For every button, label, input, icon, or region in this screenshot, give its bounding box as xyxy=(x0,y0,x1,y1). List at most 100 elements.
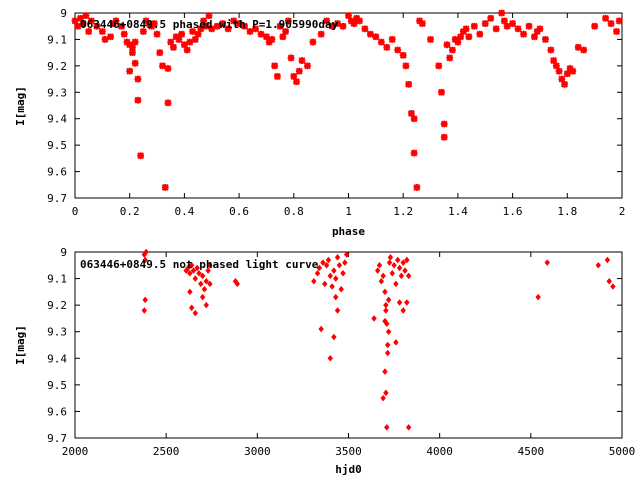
phased-point xyxy=(509,20,517,27)
unphased-point xyxy=(535,293,541,301)
phased-point xyxy=(309,38,317,46)
unphased-point xyxy=(316,264,323,272)
phased-point xyxy=(112,17,120,25)
unphased-point xyxy=(385,328,392,335)
phased-point xyxy=(257,30,265,38)
phased-point xyxy=(287,54,295,62)
y-tick-label: 9.7 xyxy=(47,192,67,205)
y-tick-label: 9.3 xyxy=(47,86,67,99)
unphased-point xyxy=(190,267,197,274)
unphased-point xyxy=(141,307,148,314)
phased-point xyxy=(161,184,169,191)
unphased-point xyxy=(404,256,410,264)
unphased-point xyxy=(386,259,393,266)
unphased-point xyxy=(187,288,193,296)
unphased-point xyxy=(604,256,611,264)
unphased-point xyxy=(382,368,388,375)
phased-point xyxy=(167,38,175,46)
unphased-point xyxy=(198,280,204,288)
phased-point xyxy=(159,62,166,70)
unphased-point xyxy=(207,262,213,269)
x-tick-label: 2 xyxy=(619,205,626,218)
unphased-point xyxy=(405,424,412,431)
phased-point xyxy=(298,57,306,64)
x-tick-label: 4500 xyxy=(518,445,545,458)
unphased-point xyxy=(311,277,317,285)
unphased-point xyxy=(185,264,191,272)
unphased-point xyxy=(329,283,335,290)
unphased-point xyxy=(333,293,339,301)
y-tick-label: 9.5 xyxy=(47,379,67,392)
unphased-point xyxy=(314,269,321,277)
unphased-point xyxy=(393,280,399,288)
phased-point xyxy=(284,17,292,25)
phased-point xyxy=(77,14,84,22)
phased-point xyxy=(200,17,207,25)
phased-point xyxy=(613,28,620,35)
x-tick-label: 0 xyxy=(72,205,79,218)
phased-point xyxy=(607,20,615,27)
phased-point xyxy=(481,20,489,27)
y-axis-title: I[mag] xyxy=(14,86,27,126)
phased-point xyxy=(279,33,287,41)
y-tick-label: 9 xyxy=(60,7,67,20)
phased-point xyxy=(230,17,238,25)
phased-point xyxy=(457,33,465,41)
phased-point xyxy=(85,28,93,35)
unphased-point xyxy=(192,309,199,317)
unphased-point xyxy=(380,272,386,280)
phased-point xyxy=(410,115,418,123)
y-axis-title: I[mag] xyxy=(14,325,27,365)
unphased-point xyxy=(331,333,337,341)
phased-point xyxy=(197,25,205,33)
x-tick-label: 2000 xyxy=(62,445,89,458)
unphased-point xyxy=(323,262,330,269)
phased-point xyxy=(273,73,281,80)
unphased-point xyxy=(378,277,385,285)
phased-point xyxy=(503,22,511,30)
unphased-point xyxy=(327,355,333,362)
phased-point xyxy=(82,12,90,20)
phased-point xyxy=(438,88,445,96)
unphased-point xyxy=(334,254,341,261)
phased-point xyxy=(235,20,243,27)
unphased-point xyxy=(595,262,602,269)
phased-point xyxy=(271,62,279,70)
phased-point xyxy=(574,43,582,51)
unphased-point xyxy=(205,267,211,274)
phased-point xyxy=(402,62,410,70)
unphased-point xyxy=(199,272,206,280)
y-tick-label: 9.2 xyxy=(47,60,67,73)
phased-point xyxy=(407,110,415,117)
unphased-point xyxy=(320,259,326,266)
phased-point xyxy=(323,17,331,25)
unphased-point xyxy=(400,307,406,314)
phased-point xyxy=(317,30,325,38)
unphased-point xyxy=(400,259,406,266)
phased-point xyxy=(107,33,114,41)
unphased-point xyxy=(389,269,395,277)
x-tick-label: 5000 xyxy=(609,445,636,458)
phased-point xyxy=(208,25,216,33)
phased-point xyxy=(356,17,363,25)
unphased-point xyxy=(610,283,616,290)
phased-point xyxy=(164,99,172,107)
y-tick-label: 9.1 xyxy=(47,273,67,286)
phased-point xyxy=(334,20,341,27)
unphased-point xyxy=(327,272,333,280)
unphased-point xyxy=(331,267,337,274)
phased-point xyxy=(372,33,380,41)
data-points xyxy=(141,248,616,431)
phased-point xyxy=(449,46,456,54)
x-axis-title: phase xyxy=(332,225,365,238)
x-tick-label: 0.6 xyxy=(229,205,249,218)
unphased-point xyxy=(382,288,388,296)
x-tick-label: 1.4 xyxy=(448,205,468,218)
data-points xyxy=(71,9,623,191)
unphased-point xyxy=(325,256,332,264)
phased-point xyxy=(440,120,448,128)
y-tick-label: 9.4 xyxy=(47,352,67,365)
x-tick-label: 3500 xyxy=(335,445,362,458)
phased-point xyxy=(388,36,396,43)
phased-point xyxy=(399,51,407,59)
